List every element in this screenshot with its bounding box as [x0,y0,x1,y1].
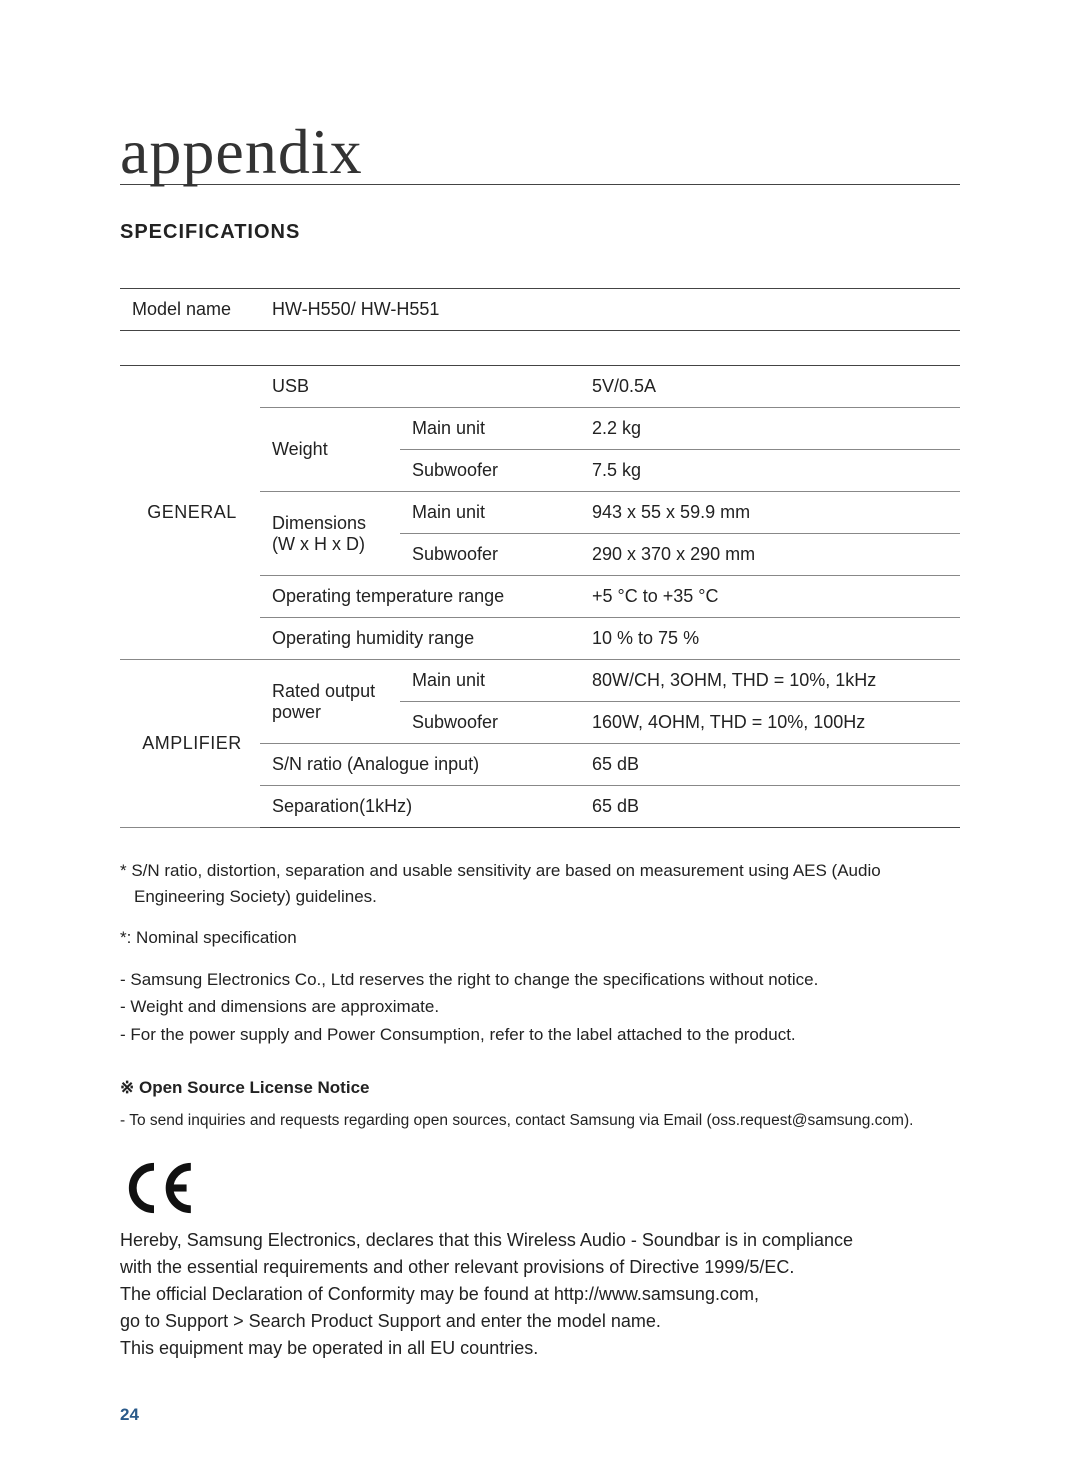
dim-sub-value: 290 x 370 x 290 mm [580,534,960,576]
spec-table: GENERAL USB 5V/0.5A Weight Main unit 2.2… [120,365,960,828]
note-power: - For the power supply and Power Consump… [120,1022,960,1048]
temp-label: Operating temperature range [260,576,580,618]
dim-label-line2: (W x H x D) [272,534,365,554]
dim-main-value: 943 x 55 x 59.9 mm [580,492,960,534]
dim-main-label: Main unit [400,492,580,534]
model-row: Model name HW-H550/ HW-H551 [120,289,960,331]
dim-sub-label: Subwoofer [400,534,580,576]
note-change: - Samsung Electronics Co., Ltd reserves … [120,967,960,993]
open-source-line: - To send inquiries and requests regardi… [120,1109,960,1132]
compliance-l2: with the essential requirements and othe… [120,1254,960,1281]
rated-main-value: 80W/CH, 3OHM, THD = 10%, 1kHz [580,660,960,702]
rated-sub-label: Subwoofer [400,702,580,744]
model-table: Model name HW-H550/ HW-H551 [120,288,960,331]
compliance-l3: The official Declaration of Conformity m… [120,1281,960,1308]
compliance-block: Hereby, Samsung Electronics, declares th… [120,1227,960,1362]
note-aes-l1: * S/N ratio, distortion, separation and … [120,861,881,880]
weight-sub-value: 7.5 kg [580,450,960,492]
category-amplifier: AMPLIFIER [120,660,260,828]
note-aes: * S/N ratio, distortion, separation and … [120,858,960,909]
dim-label-line1: Dimensions [272,513,366,533]
rated-label: Rated output power [260,660,400,744]
sn-value: 65 dB [580,744,960,786]
rated-sub-value: 160W, 4OHM, THD = 10%, 100Hz [580,702,960,744]
section-heading: SPECIFICATIONS [120,221,960,244]
compliance-l5: This equipment may be operated in all EU… [120,1335,960,1362]
model-label: Model name [120,289,260,331]
rated-label-line1: Rated output [272,681,375,701]
note-weight: - Weight and dimensions are approximate. [120,994,960,1020]
model-value: HW-H550/ HW-H551 [260,289,960,331]
separation-value: 65 dB [580,786,960,828]
page-number: 24 [120,1405,139,1425]
weight-main-value: 2.2 kg [580,408,960,450]
ce-mark-icon [120,1158,960,1223]
notes-block: * S/N ratio, distortion, separation and … [120,858,960,1132]
humidity-label: Operating humidity range [260,618,580,660]
row-usb: GENERAL USB 5V/0.5A [120,366,960,408]
dimensions-label: Dimensions (W x H x D) [260,492,400,576]
weight-main-label: Main unit [400,408,580,450]
open-source-heading: ※ Open Source License Notice [120,1075,960,1101]
compliance-l4: go to Support > Search Product Support a… [120,1308,960,1335]
weight-label: Weight [260,408,400,492]
weight-sub-label: Subwoofer [400,450,580,492]
temp-value: +5 °C to +35 °C [580,576,960,618]
note-nominal: *: Nominal specification [120,925,960,951]
separation-label: Separation(1kHz) [260,786,580,828]
row-rated-main: AMPLIFIER Rated output power Main unit 8… [120,660,960,702]
usb-label: USB [260,366,580,408]
humidity-value: 10 % to 75 % [580,618,960,660]
compliance-l1: Hereby, Samsung Electronics, declares th… [120,1227,960,1254]
category-general: GENERAL [120,366,260,660]
rated-main-label: Main unit [400,660,580,702]
chapter-title: appendix [120,120,960,185]
sn-label: S/N ratio (Analogue input) [260,744,580,786]
rated-label-line2: power [272,702,321,722]
usb-value: 5V/0.5A [580,366,960,408]
note-aes-l2: Engineering Society) guidelines. [120,887,377,906]
